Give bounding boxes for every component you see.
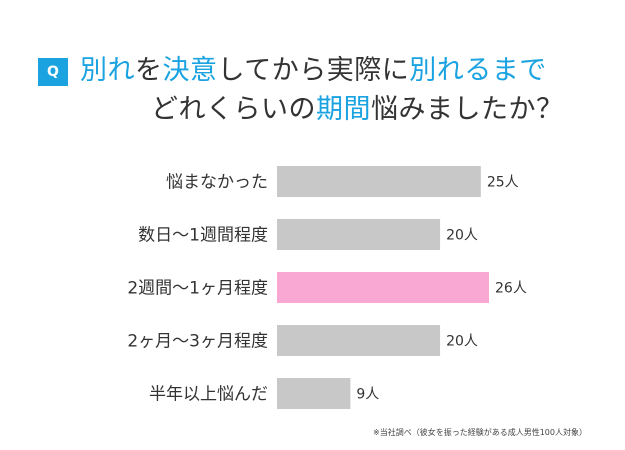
- value-label: 26人: [495, 281, 527, 297]
- title-highlight-text: 別れるまで: [409, 55, 547, 86]
- title-text: してから実際に: [217, 55, 410, 86]
- category-label: 2ヶ月〜3ヶ月程度: [127, 332, 268, 352]
- footnote: ※当社調べ（彼女を振った経験がある成人男性100人対象）: [373, 428, 587, 437]
- question-badge: Q: [38, 58, 68, 86]
- value-label: 9人: [356, 387, 379, 403]
- bar: [277, 378, 351, 409]
- category-label: 数日〜1週間程度: [138, 226, 268, 246]
- bar: [277, 166, 481, 197]
- title-highlight-text: 決意: [162, 55, 218, 86]
- category-label: 悩まなかった: [166, 173, 268, 193]
- title-text: 悩みましたか？: [371, 94, 564, 125]
- category-label: 半年以上悩んだ: [149, 385, 268, 405]
- title-highlight-text: 期間: [316, 94, 371, 125]
- title-line-2: どれくらいの期間悩みましたか？: [151, 94, 564, 126]
- value-label: 20人: [446, 228, 478, 244]
- title-line-1: 別れを決意してから実際に別れるまで: [80, 55, 547, 87]
- title-text: を: [135, 55, 163, 86]
- title-text: どれくらいの: [151, 94, 316, 125]
- title-highlight-text: 別れ: [80, 55, 135, 86]
- bar: [277, 325, 441, 356]
- category-label: 2週間〜1ヶ月程度: [127, 279, 268, 299]
- chart-title: Q 別れを決意してから実際に別れるまで どれくらいの期間悩みましたか？: [0, 0, 625, 130]
- bar: [277, 219, 441, 250]
- value-label: 25人: [487, 175, 519, 191]
- bar: [277, 272, 489, 303]
- value-label: 20人: [446, 334, 478, 350]
